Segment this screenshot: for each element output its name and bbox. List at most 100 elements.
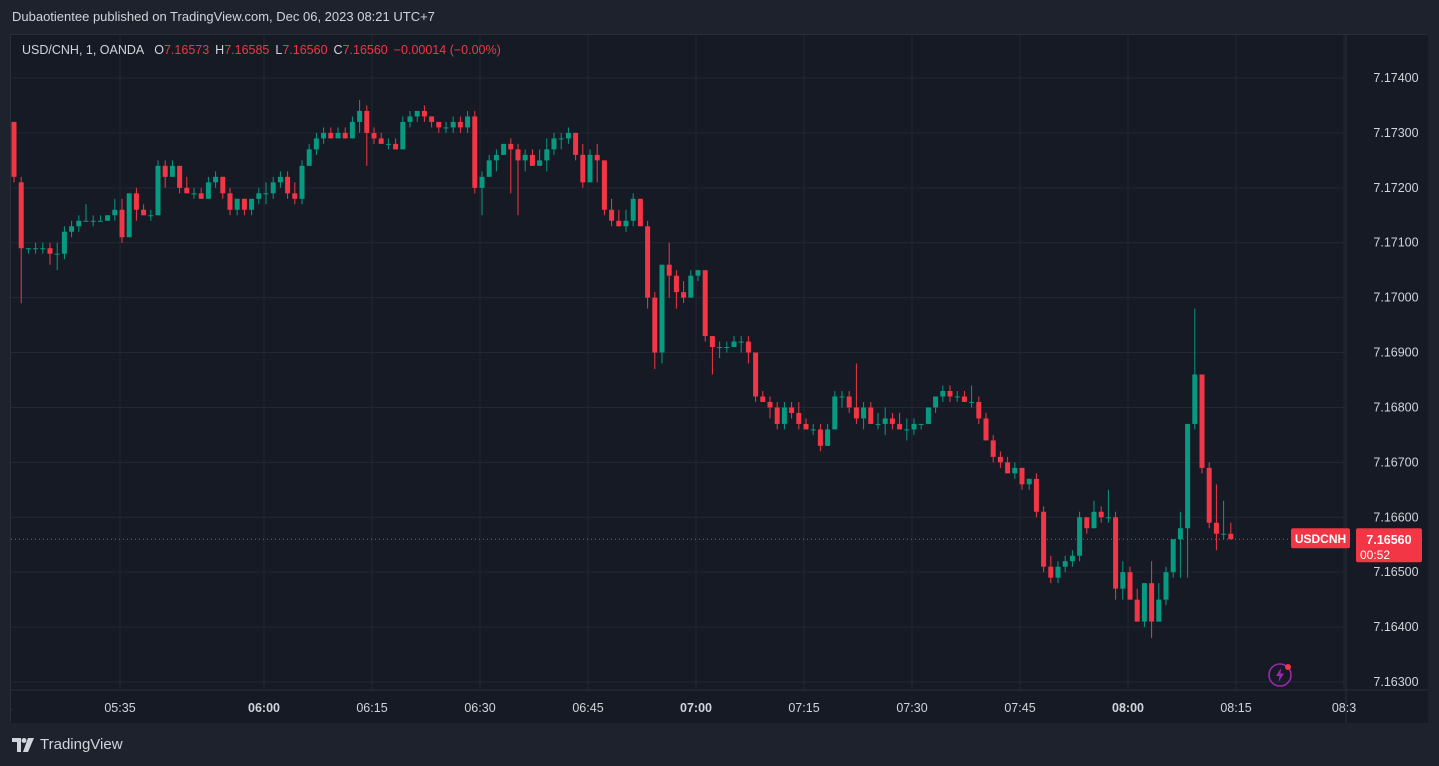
candle-body <box>774 407 780 424</box>
ohlc-legend: USD/CNH, 1, OANDA O7.16573 H7.16585 L7.1656… <box>22 43 507 57</box>
candle-body <box>724 347 730 349</box>
candle-body <box>789 407 795 413</box>
candle-body <box>328 132 334 139</box>
x-tick-label: 05:35 <box>104 701 135 715</box>
y-tick-label: 7.17100 <box>1373 236 1418 250</box>
footer <box>0 722 1439 766</box>
x-tick-label: 06:30 <box>464 701 495 715</box>
candle-body <box>169 165 175 177</box>
x-tick-label: 06:15 <box>356 701 387 715</box>
candle-body <box>1062 561 1068 567</box>
candle-body <box>227 193 233 210</box>
symbol-badge <box>1291 528 1350 549</box>
candle-body <box>126 193 132 238</box>
candle-body <box>565 132 571 139</box>
candle-body <box>673 275 679 293</box>
candle-body <box>69 226 75 232</box>
candle-body <box>292 193 298 199</box>
candle-body <box>306 149 312 166</box>
candle-body <box>213 176 219 183</box>
y-tick-label: 7.16700 <box>1373 455 1418 469</box>
candle-body <box>709 336 715 348</box>
x-tick-label: 07:45 <box>1004 701 1035 715</box>
symbol-badge-text: USDCNH <box>1295 532 1346 546</box>
candle-body <box>18 182 24 249</box>
candle-body <box>760 396 766 402</box>
candle-body <box>515 149 521 161</box>
candle-body <box>637 198 643 227</box>
candle-body <box>551 138 557 150</box>
candle-body <box>119 209 125 238</box>
candle-body <box>1134 599 1140 622</box>
candle-body <box>630 198 636 221</box>
candle-body <box>616 220 622 227</box>
published-header: Dubaotientee published on TradingView.co… <box>0 0 1439 34</box>
last-price-label <box>1356 528 1422 563</box>
candle-body <box>83 220 89 222</box>
candle-body <box>220 176 226 194</box>
legend-close-value: 7.16560 <box>342 43 388 57</box>
legend-symbol[interactable]: USD/CNH, 1, OANDA <box>22 43 145 57</box>
y-tick-label: 7.16900 <box>1373 346 1418 360</box>
candle-body <box>184 187 190 194</box>
candle-body <box>1012 467 1018 474</box>
candle-body <box>1005 462 1011 474</box>
candle-body <box>54 253 60 255</box>
candle-body <box>623 220 629 227</box>
candle-body <box>47 248 53 254</box>
candle-body <box>313 138 319 150</box>
candle-body <box>1105 517 1111 519</box>
candle-body <box>256 193 262 199</box>
candlestick-chart[interactable]: 7.16300 7.16400 7.16500 7.16600 7.16700 7.168… <box>11 35 1428 723</box>
candle-body <box>969 401 975 403</box>
candle-body <box>177 165 183 188</box>
candle-body <box>335 132 341 139</box>
candle-body <box>832 396 838 430</box>
lightning-icon[interactable] <box>1267 662 1293 688</box>
x-tick-label: 07:00 <box>680 701 712 715</box>
candle-body <box>522 154 528 161</box>
legend-open-value: 7.16573 <box>163 43 210 57</box>
candle-body <box>594 154 600 161</box>
candle-body <box>76 220 82 227</box>
candle-body <box>875 423 881 425</box>
candle-body <box>349 121 355 139</box>
chart-frame[interactable]: 7.16300 7.16400 7.16500 7.16600 7.16700 7.168… <box>10 34 1428 723</box>
candle-body <box>738 341 744 343</box>
candle-body <box>1019 467 1025 485</box>
candle-body <box>493 154 499 161</box>
candle-body <box>796 412 802 424</box>
y-tick-label: 7.17400 <box>1373 71 1418 85</box>
candle-body <box>472 116 478 188</box>
candle-body <box>947 390 953 397</box>
candle-body <box>508 143 514 150</box>
candle-body <box>285 176 291 194</box>
candle-body <box>155 165 161 216</box>
candle-body <box>191 193 197 195</box>
candle-body <box>666 264 672 276</box>
countdown-text: 00:52 <box>1360 548 1390 562</box>
candle-body <box>1170 539 1176 573</box>
candle-body <box>90 220 96 222</box>
last-price-text: 7.16560 <box>1366 533 1411 547</box>
legend-low-value: 7.16560 <box>282 43 328 57</box>
tradingview-logo[interactable]: TradingView <box>12 736 123 753</box>
candle-body <box>25 248 31 250</box>
x-tick-label: 08:15 <box>1220 701 1251 715</box>
candle-body <box>1156 599 1162 622</box>
x-tick-label: 07:30 <box>896 701 927 715</box>
candle-body <box>357 110 363 122</box>
candle-body <box>1199 374 1205 468</box>
candle-body <box>702 270 708 337</box>
candle-body <box>1206 467 1212 523</box>
candle-body <box>889 418 895 424</box>
candle-body <box>465 116 471 128</box>
candle-body <box>299 165 305 199</box>
candle-body <box>501 143 507 155</box>
candle-body <box>933 396 939 408</box>
candle-body <box>443 127 449 129</box>
candle-body <box>1077 517 1083 556</box>
candle-body <box>270 182 276 194</box>
candle-body <box>1192 374 1198 424</box>
candle-body <box>609 209 615 221</box>
